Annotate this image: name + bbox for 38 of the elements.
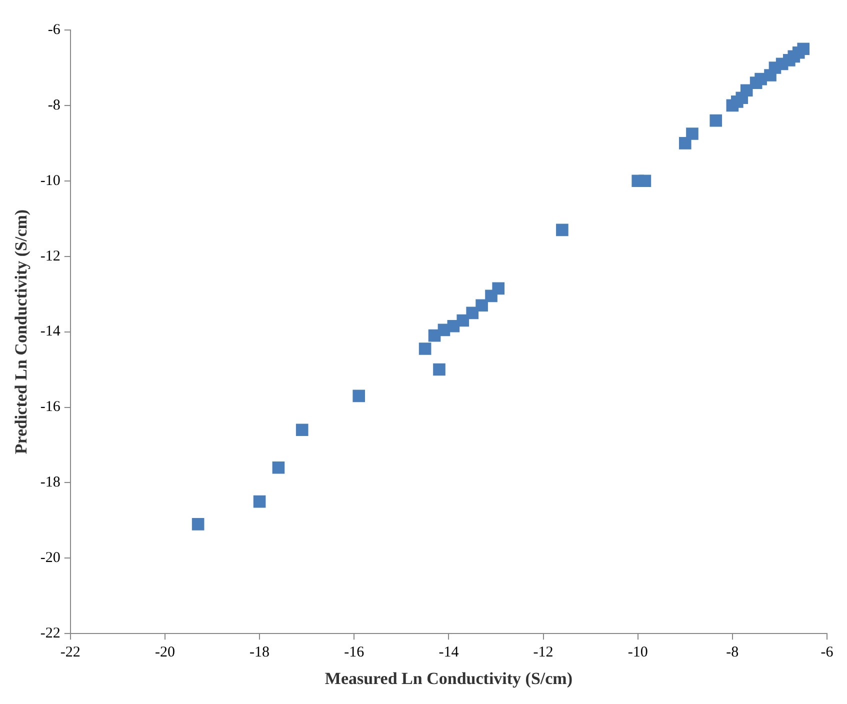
point [476,299,488,312]
y-tick-label: -10 [40,172,60,189]
x-tick-label: -18 [250,644,270,661]
x-tick-label: -6 [820,644,834,661]
point [678,137,692,150]
point [740,84,753,97]
y-tick-label: -14 [40,324,61,340]
y-tick-label: -8 [48,97,60,114]
x-tick-label: -22 [60,644,80,661]
point [192,518,204,530]
point [433,363,446,376]
x-tick-label: -10 [628,644,648,661]
y-tick-label: -16 [40,399,61,416]
y-tick-label: -22 [40,626,60,642]
point [710,114,722,127]
point [272,461,285,474]
y-axis-title: Predicted Ln Conductivity (S/cm) [12,209,31,454]
x-axis-title: Measured Ln Conductivity (S/cm) [324,669,572,688]
point [253,495,266,508]
y-tick-label: -18 [40,474,60,491]
x-tick-label: -12 [533,644,554,661]
x-tick-label: -20 [154,644,175,661]
point [466,306,478,320]
x-tick-label: -8 [726,644,739,661]
point [352,390,366,402]
x-tick-label: -16 [344,644,365,661]
point [418,342,432,355]
point [296,424,308,436]
y-tick-label: -20 [40,550,60,566]
point [492,282,505,295]
point [556,224,568,236]
y-tick-label: -12 [40,248,60,264]
point [797,42,810,56]
point [456,314,470,327]
y-tick-label: -6 [48,22,61,38]
x-tick-label: -14 [438,644,460,661]
point [638,174,652,188]
point [686,128,698,140]
